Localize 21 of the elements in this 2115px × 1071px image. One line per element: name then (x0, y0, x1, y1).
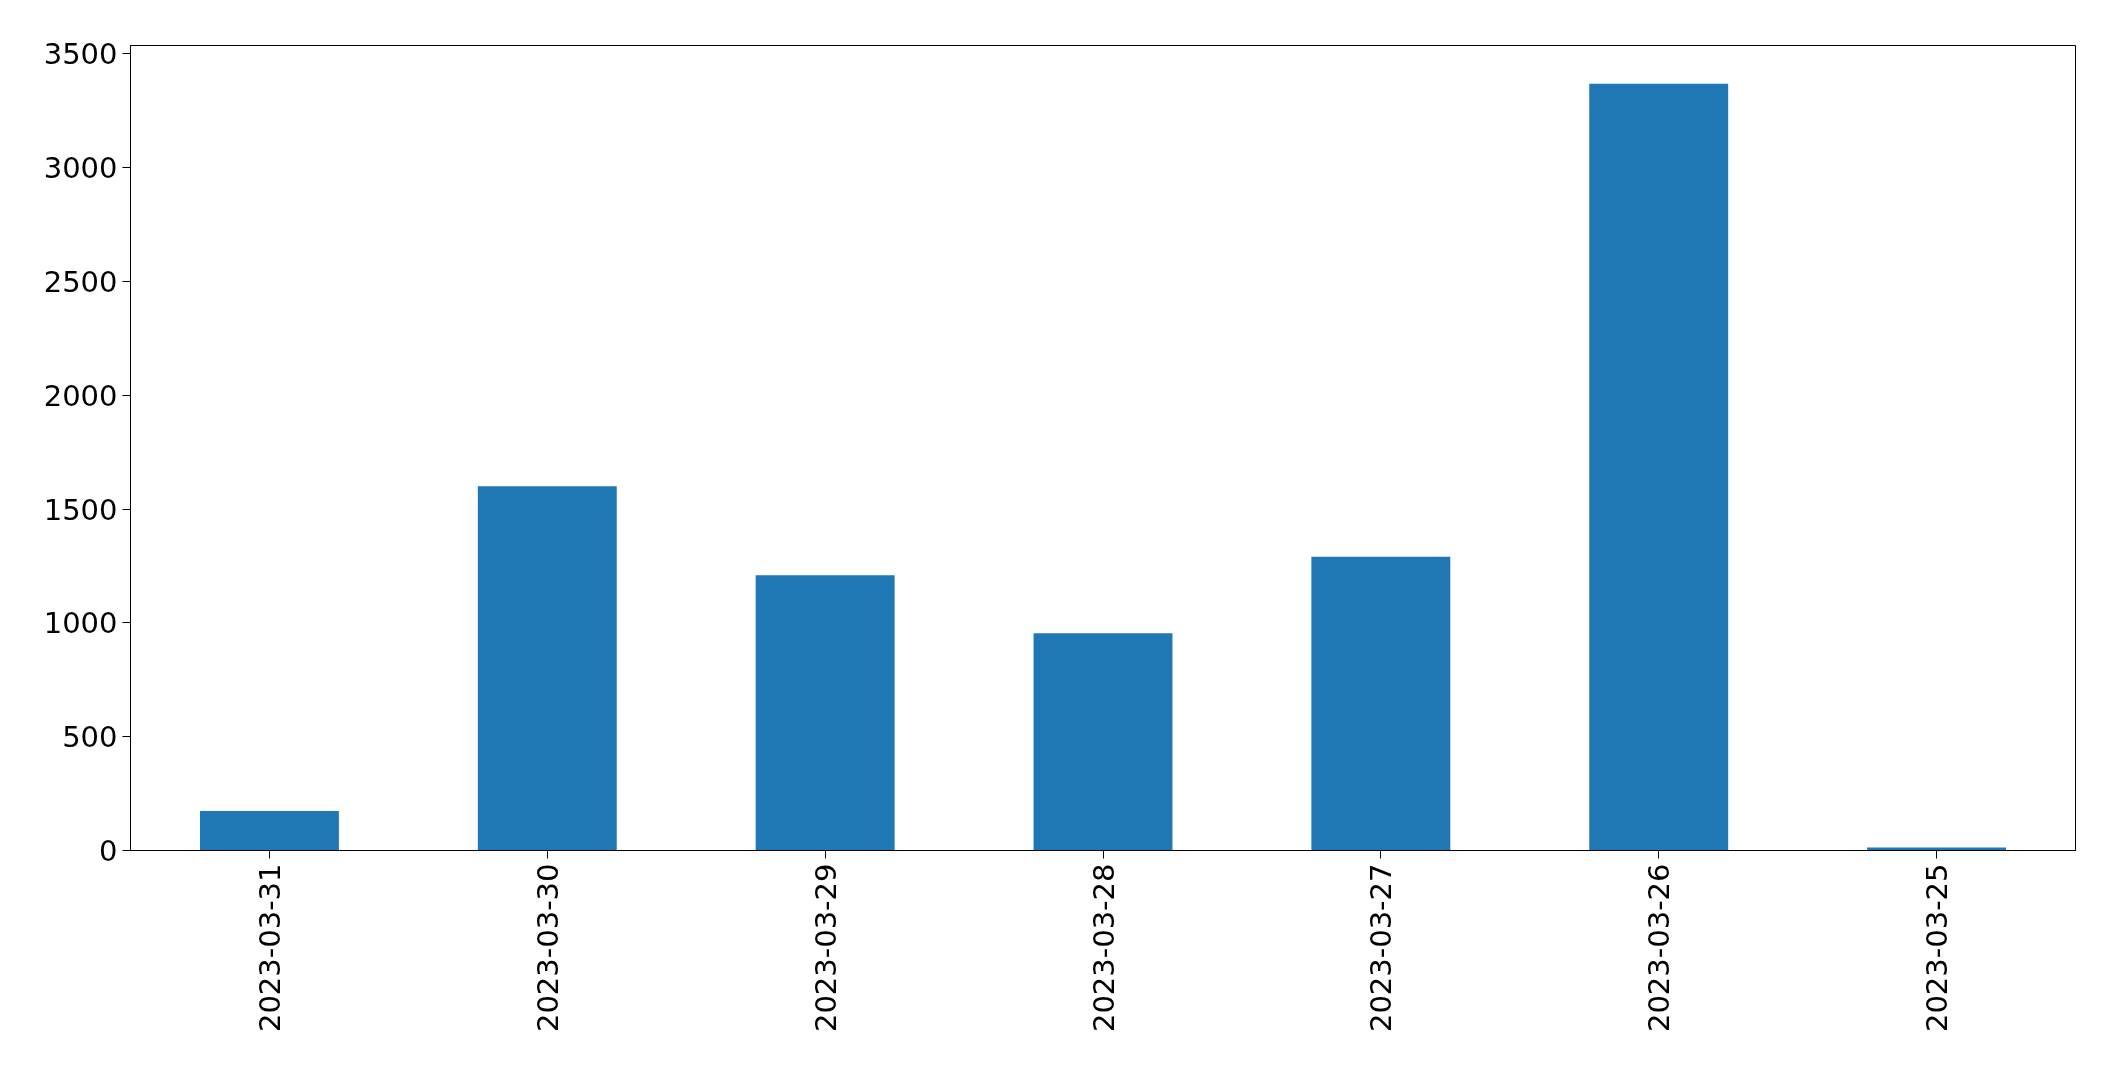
y-tick-label: 2500 (43, 264, 118, 299)
y-tick-label: 2000 (43, 378, 118, 413)
x-tick-label: 2023-03-27 (1364, 863, 1399, 1033)
bar (755, 575, 895, 851)
bar (1033, 633, 1173, 851)
bar (477, 486, 617, 851)
x-tick-label: 2023-03-26 (1642, 863, 1677, 1033)
x-tick-label: 2023-03-28 (1086, 863, 1121, 1033)
x-tick-label: 2023-03-29 (808, 863, 843, 1033)
bar (1589, 83, 1729, 851)
x-tick-label: 2023-03-31 (252, 863, 287, 1033)
y-tick-label: 3500 (43, 37, 118, 72)
y-tick-label: 0 (99, 834, 118, 868)
x-tick-label: 2023-03-30 (530, 863, 565, 1033)
y-tick-label: 500 (62, 720, 118, 755)
y-tick-label: 1000 (43, 606, 118, 641)
x-tick-label: 2023-03-25 (1920, 863, 1955, 1033)
y-tick-label: 1500 (43, 492, 118, 527)
bar (199, 811, 339, 851)
y-tick-label: 3000 (43, 151, 118, 186)
bar (1311, 556, 1451, 851)
